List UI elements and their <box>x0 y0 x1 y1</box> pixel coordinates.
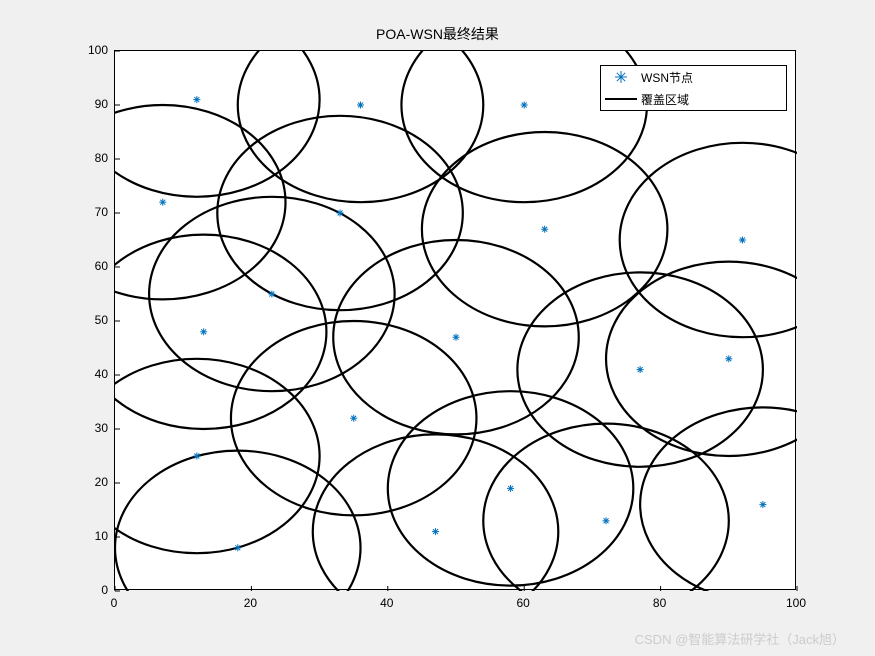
x-tick-label: 80 <box>653 596 666 610</box>
wsn-node-marker <box>637 366 644 373</box>
wsn-node-marker <box>234 544 241 551</box>
y-tick-label: 60 <box>80 259 108 273</box>
wsn-node-marker <box>507 485 514 492</box>
plot-area <box>114 50 796 590</box>
wsn-node-marker <box>357 102 364 109</box>
wsn-node-marker <box>521 102 528 109</box>
y-tick-label: 90 <box>80 97 108 111</box>
legend: WSN节点 覆盖区域 <box>600 65 787 111</box>
y-tick-label: 100 <box>80 43 108 57</box>
legend-item-nodes: WSN节点 <box>601 66 786 88</box>
figure-container: POA-WSN最终结果 0 20 40 60 80 100 0 10 20 30 40 50 60 70… <box>0 0 875 656</box>
y-tick-label: 50 <box>80 313 108 327</box>
x-tick-label: 40 <box>380 596 393 610</box>
legend-label-coverage: 覆盖区域 <box>641 91 689 108</box>
x-tick-label: 60 <box>517 596 530 610</box>
x-tick-label: 20 <box>244 596 257 610</box>
chart-title: POA-WSN最终结果 <box>0 24 875 44</box>
line-icon <box>603 93 639 105</box>
y-tick-label: 30 <box>80 421 108 435</box>
y-tick-label: 0 <box>80 583 108 597</box>
asterisk-icon <box>615 71 627 83</box>
legend-label-nodes: WSN节点 <box>641 69 693 86</box>
wsn-node-marker <box>200 328 207 335</box>
legend-item-coverage: 覆盖区域 <box>601 88 786 110</box>
watermark-text: CSDN @智能算法研学社（Jack旭） <box>635 629 845 648</box>
plot-svg <box>115 51 795 589</box>
x-tick-label: 100 <box>786 596 806 610</box>
legend-swatch-coverage <box>601 93 641 105</box>
wsn-nodes <box>159 96 766 551</box>
y-tick-label: 70 <box>80 205 108 219</box>
wsn-node-marker <box>453 334 460 341</box>
wsn-node-marker <box>603 517 610 524</box>
legend-swatch-nodes <box>601 71 641 83</box>
y-tick-label: 20 <box>80 475 108 489</box>
x-tick-label: 0 <box>111 596 118 610</box>
y-tick-label: 80 <box>80 151 108 165</box>
coverage-circle <box>640 407 875 601</box>
wsn-node-marker <box>739 237 746 244</box>
y-tick-label: 40 <box>80 367 108 381</box>
wsn-node-marker <box>432 528 439 535</box>
wsn-node-marker <box>541 226 548 233</box>
wsn-node-marker <box>350 415 357 422</box>
wsn-node-marker <box>725 355 732 362</box>
y-tick-label: 10 <box>80 529 108 543</box>
wsn-node-marker <box>193 96 200 103</box>
wsn-node-marker <box>759 501 766 508</box>
tick-marks <box>115 51 797 591</box>
wsn-node-marker <box>337 210 344 217</box>
wsn-node-marker <box>159 199 166 206</box>
wsn-node-marker <box>268 291 275 298</box>
wsn-node-marker <box>193 453 200 460</box>
